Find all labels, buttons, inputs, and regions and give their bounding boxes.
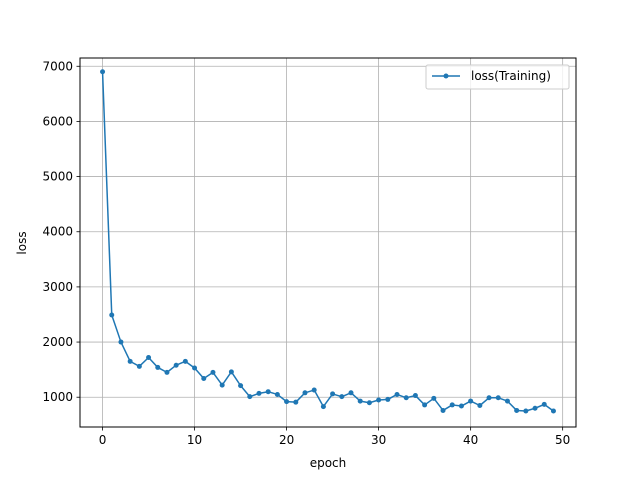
grid xyxy=(80,58,576,427)
data-point xyxy=(173,362,179,368)
data-point xyxy=(412,393,418,399)
series-layer xyxy=(100,69,556,414)
data-point xyxy=(440,407,446,413)
y-tick-label: 2000 xyxy=(42,335,73,349)
ticks: 0 10 20 30 40 50 1000 2000 3000 4000 5000 6000 7000 xyxy=(42,59,570,447)
x-tick-label: 0 xyxy=(99,433,107,447)
y-tick-label: 1000 xyxy=(42,390,73,404)
data-point xyxy=(127,358,133,364)
y-axis-label: loss xyxy=(15,231,29,254)
data-point xyxy=(192,365,198,371)
x-tick-label: 10 xyxy=(187,433,202,447)
data-point xyxy=(431,395,437,401)
data-point xyxy=(357,398,363,404)
data-point xyxy=(495,395,501,401)
data-point xyxy=(201,375,207,381)
data-point xyxy=(504,398,510,404)
data-point xyxy=(348,390,354,396)
data-point xyxy=(449,402,455,408)
legend: loss(Training) xyxy=(425,64,570,90)
data-point xyxy=(514,407,520,413)
data-point xyxy=(228,369,234,375)
data-point xyxy=(523,408,529,414)
data-point xyxy=(284,399,290,405)
x-tick-label: 50 xyxy=(555,433,570,447)
data-point xyxy=(339,394,345,400)
y-tick-label: 7000 xyxy=(42,59,73,73)
data-point xyxy=(100,69,106,75)
data-point xyxy=(302,390,308,396)
data-point xyxy=(376,397,382,403)
legend-marker-swatch xyxy=(443,73,449,79)
data-point xyxy=(118,339,124,345)
data-point xyxy=(320,404,326,410)
data-point xyxy=(477,402,483,408)
legend-label: loss(Training) xyxy=(471,69,551,83)
data-point xyxy=(146,355,152,361)
data-point xyxy=(265,389,271,395)
x-tick-label: 30 xyxy=(371,433,386,447)
data-point xyxy=(247,394,253,400)
data-point xyxy=(274,391,280,397)
data-point xyxy=(155,364,161,370)
data-point xyxy=(238,383,244,389)
plot-frame xyxy=(79,57,577,428)
y-tick-label: 6000 xyxy=(42,114,73,128)
data-point xyxy=(541,401,547,407)
data-point xyxy=(486,395,492,401)
data-point xyxy=(182,358,188,364)
data-point xyxy=(385,396,391,402)
data-point xyxy=(422,402,428,408)
data-point xyxy=(164,369,170,375)
legend-box xyxy=(425,64,570,90)
data-point xyxy=(219,382,225,388)
y-tick-label: 4000 xyxy=(42,225,73,239)
data-point xyxy=(311,387,317,393)
data-point xyxy=(109,312,115,318)
data-point xyxy=(136,363,142,369)
x-tick-label: 40 xyxy=(463,433,478,447)
data-point xyxy=(394,391,400,397)
data-point xyxy=(532,405,538,411)
x-axis-label: epoch xyxy=(310,456,347,470)
x-tick-label: 20 xyxy=(279,433,294,447)
y-tick-label: 5000 xyxy=(42,170,73,184)
data-point xyxy=(330,391,336,397)
data-point xyxy=(550,408,556,414)
y-tick-label: 3000 xyxy=(42,280,73,294)
data-point xyxy=(210,369,216,375)
data-point xyxy=(468,398,474,404)
data-point xyxy=(256,390,262,396)
data-point xyxy=(293,399,299,405)
data-point xyxy=(403,395,409,401)
data-point xyxy=(366,400,372,406)
data-point xyxy=(458,403,464,409)
